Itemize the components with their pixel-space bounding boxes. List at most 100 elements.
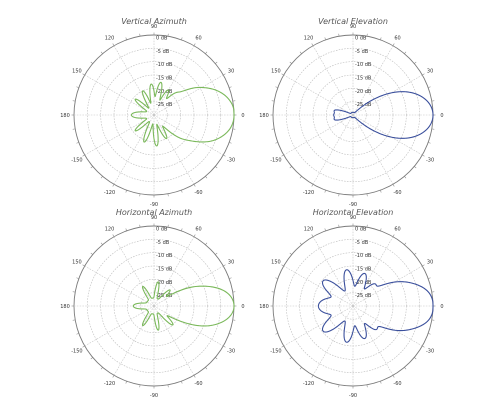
angle-tick	[215, 166, 218, 169]
angle-label: 0	[241, 304, 244, 310]
radial-db-label: -20 dB	[355, 280, 372, 286]
grid-spoke	[352, 114, 423, 156]
angle-label: 150	[72, 68, 82, 74]
radial-db-label: -5 dB	[355, 240, 369, 246]
angle-tick	[275, 142, 278, 144]
angle-tick	[289, 166, 292, 169]
angle-label: 0	[241, 113, 244, 119]
radial-db-label: -15 dB	[355, 267, 372, 273]
angle-tick	[422, 264, 425, 267]
angle-tick	[311, 234, 314, 237]
angle-tick	[289, 357, 292, 360]
angle-tick	[422, 73, 425, 76]
angle-tick	[76, 333, 79, 335]
grid-spoke	[283, 265, 354, 307]
angle-tick	[125, 381, 127, 384]
angle-tick	[223, 154, 226, 157]
angle-tick	[311, 184, 314, 187]
angle-tick	[181, 381, 183, 384]
chart-title: Horizontal Azimuth	[116, 208, 192, 217]
angle-label: -90	[150, 393, 158, 399]
grid-spoke	[113, 236, 155, 307]
angle-label: 90	[350, 215, 356, 221]
angle-label: 180	[259, 113, 269, 119]
angle-tick	[281, 345, 284, 348]
angle-tick	[299, 51, 302, 54]
angle-tick	[205, 176, 208, 179]
radial-db-label: -5 dB	[156, 240, 170, 246]
radiation-pattern-trace	[333, 91, 434, 139]
angle-label: 180	[60, 304, 70, 310]
angle-tick	[215, 252, 218, 255]
radial-db-label: -5 dB	[156, 49, 170, 55]
angle-tick	[100, 367, 103, 370]
angle-tick	[414, 166, 417, 169]
angle-tick	[112, 43, 115, 46]
radiation-pattern-trace	[317, 269, 434, 343]
grid-ring	[339, 101, 367, 129]
angle-tick	[82, 154, 85, 157]
angle-tick	[223, 264, 226, 267]
radiation-pattern-trace	[130, 81, 235, 147]
grid-spoke	[84, 114, 155, 156]
grid-spoke	[312, 114, 354, 185]
polar-chart-vertical-elevation: Vertical Elevation 0 30 60 90 120 150 180 -150 -1…	[259, 17, 443, 208]
grid-spoke	[352, 45, 394, 116]
angle-tick	[112, 375, 115, 378]
angle-tick	[90, 166, 93, 169]
grid-spoke	[153, 305, 195, 376]
angle-tick	[392, 234, 395, 237]
grid-spoke	[113, 114, 155, 185]
grid-spoke	[113, 45, 155, 116]
angle-tick	[324, 228, 326, 231]
angle-label: -90	[349, 393, 357, 399]
angle-tick	[299, 367, 302, 370]
grid-ring	[286, 239, 420, 373]
angle-tick	[90, 252, 93, 255]
angle-label: -90	[349, 202, 357, 208]
angle-tick	[125, 37, 127, 40]
angle-tick	[215, 357, 218, 360]
radial-db-label: -25 dB	[355, 293, 372, 299]
angle-label: -90	[150, 202, 158, 208]
angle-tick	[404, 51, 407, 54]
angle-tick	[181, 228, 183, 231]
grid-ring	[87, 239, 221, 373]
angle-tick	[299, 242, 302, 245]
angle-label: 120	[105, 227, 115, 233]
angle-label: -150	[270, 348, 281, 354]
angle-label: 60	[394, 227, 400, 233]
angle-tick	[404, 242, 407, 245]
angle-label: 150	[271, 68, 281, 74]
angle-label: -30	[426, 348, 434, 354]
angle-tick	[324, 190, 326, 193]
angle-tick	[193, 375, 196, 378]
angle-label: 180	[60, 113, 70, 119]
angle-label: -30	[426, 157, 434, 163]
angle-label: -120	[104, 381, 115, 387]
angle-tick	[299, 176, 302, 179]
grid-spoke	[153, 265, 224, 307]
angle-label: 120	[105, 36, 115, 42]
angle-tick	[205, 51, 208, 54]
angle-tick	[125, 190, 127, 193]
angle-tick	[100, 51, 103, 54]
radial-db-label: -20 dB	[156, 280, 173, 286]
angle-tick	[82, 264, 85, 267]
angle-tick	[193, 234, 196, 237]
angle-label: 60	[195, 227, 201, 233]
angle-label: -120	[104, 190, 115, 196]
angle-tick	[428, 142, 431, 144]
angle-label: 0	[440, 304, 443, 310]
angle-tick	[229, 142, 232, 144]
angle-label: 90	[151, 215, 157, 221]
radial-db-label: -15 dB	[156, 267, 173, 273]
angle-label: 60	[195, 36, 201, 42]
angle-tick	[223, 73, 226, 76]
angle-tick	[181, 190, 183, 193]
radial-db-label: -15 dB	[156, 76, 173, 82]
angle-label: -60	[194, 381, 202, 387]
grid-spoke	[312, 236, 354, 307]
angle-tick	[100, 176, 103, 179]
grid-spoke	[352, 305, 423, 347]
